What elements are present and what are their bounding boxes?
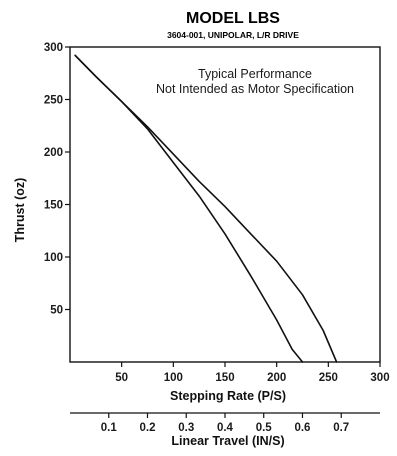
- y-tick-label: 50: [50, 305, 63, 317]
- series-line-2: [74, 54, 338, 363]
- secondary-x-axis: 0.1 0.2 0.3 0.4 0.5 0.6 0.7: [70, 412, 380, 434]
- secondary-tick-label: 0.4: [217, 422, 234, 434]
- x-tick-label: 100: [164, 372, 183, 384]
- secondary-tick-label: 0.7: [333, 422, 349, 434]
- series-layer: [74, 54, 338, 363]
- y-tick-label: 200: [44, 147, 63, 159]
- secondary-x-axis-label: Linear Travel (IN/S): [171, 434, 284, 448]
- chart-title: MODEL LBS: [186, 10, 280, 27]
- y-tick-label: 150: [44, 200, 63, 212]
- secondary-tick-label: 0.6: [294, 422, 310, 434]
- y-tick-label: 300: [44, 42, 63, 54]
- chart-annotation-line-1: Typical Performance: [198, 67, 312, 81]
- x-tick-label: 300: [370, 372, 389, 384]
- x-tick-label: 200: [267, 372, 286, 384]
- secondary-tick-label: 0.2: [139, 422, 155, 434]
- y-tick-label: 250: [44, 95, 63, 107]
- chart-annotation-line-2: Not Intended as Motor Specification: [156, 82, 354, 96]
- x-axis-label: Stepping Rate (P/S): [170, 389, 286, 403]
- x-axis-ticks: 50 100 150 200 250 300: [115, 362, 390, 384]
- x-tick-label: 150: [215, 372, 234, 384]
- secondary-tick-label: 0.5: [256, 422, 273, 434]
- chart-subtitle: 3604-001, UNIPOLAR, L/R DRIVE: [167, 30, 299, 40]
- secondary-tick-label: 0.3: [178, 422, 194, 434]
- series-line-1: [74, 54, 304, 363]
- x-tick-label: 50: [115, 372, 128, 384]
- y-axis-ticks: 50 100 150 200 250 300: [44, 42, 70, 317]
- x-tick-label: 250: [319, 372, 338, 384]
- secondary-tick-label: 0.1: [101, 422, 118, 434]
- y-tick-label: 100: [44, 252, 63, 264]
- y-axis-label: Thrust (oz): [13, 178, 27, 243]
